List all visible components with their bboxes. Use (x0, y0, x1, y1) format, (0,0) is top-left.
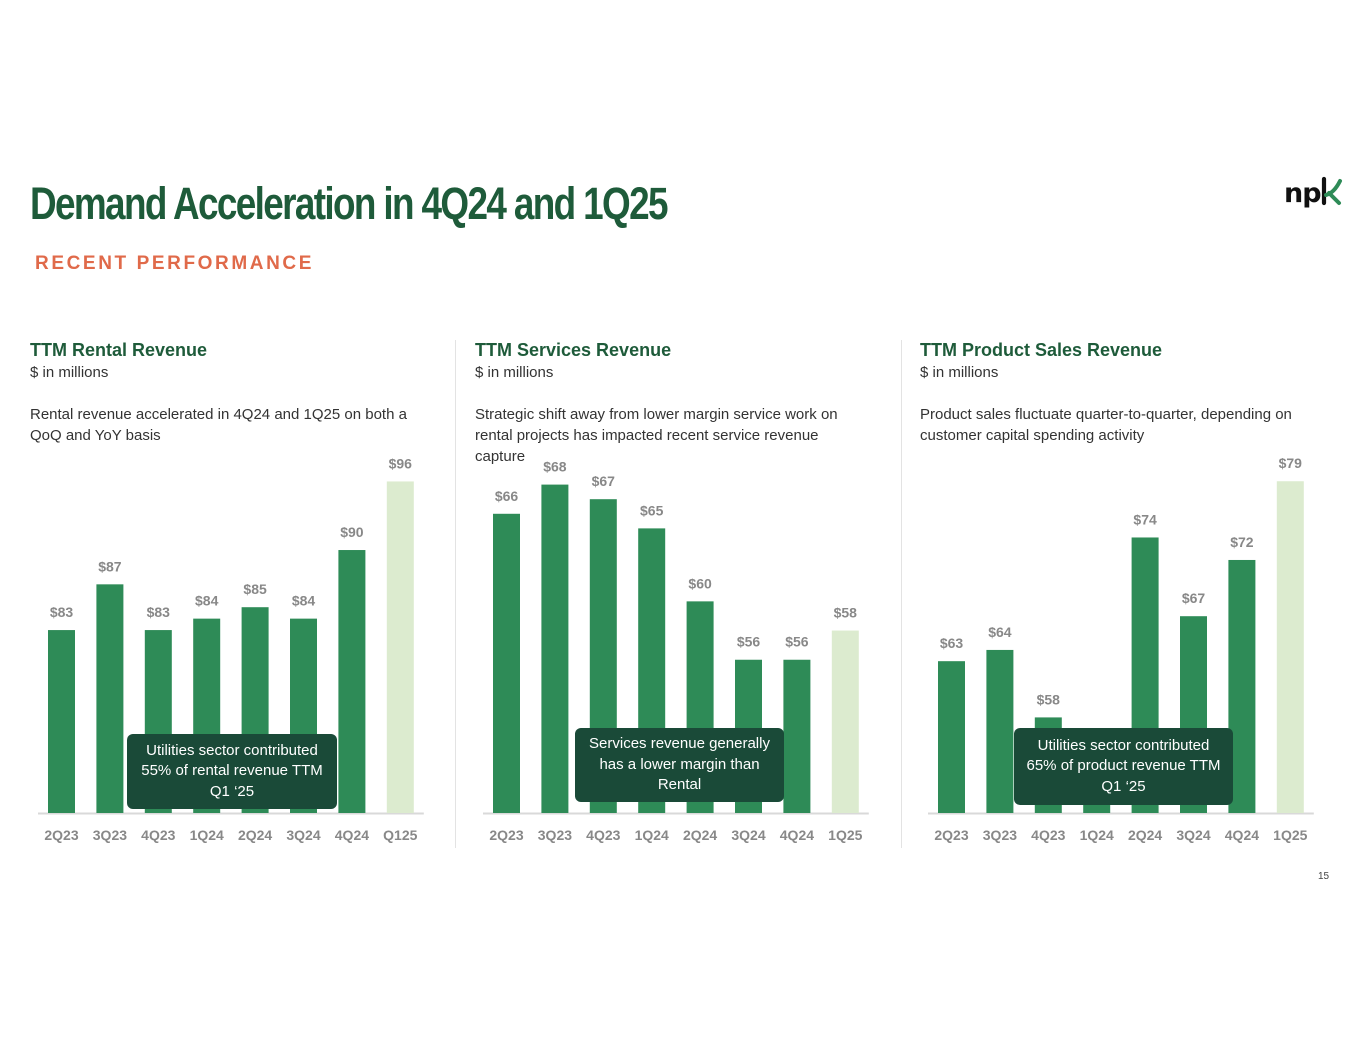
x-tick-label: 3Q24 (731, 827, 765, 843)
value-label: $90 (340, 524, 364, 540)
bar-Q125 (386, 481, 414, 813)
x-tick-label: 1Q25 (1273, 827, 1307, 843)
bar-3Q23 (541, 484, 569, 813)
slide-title: Demand Acceleration in 4Q24 and 1Q25 (30, 178, 668, 229)
value-label: $66 (495, 488, 519, 504)
x-tick-label: 3Q24 (1176, 827, 1210, 843)
value-label: $85 (243, 581, 267, 597)
product-sales-panel: TTM Product Sales Revenue $ in millions … (920, 338, 1340, 853)
x-tick-label: 3Q23 (538, 827, 572, 843)
panel-title: TTM Services Revenue (475, 340, 672, 360)
x-tick-label: 2Q23 (489, 827, 523, 843)
value-label: $65 (640, 502, 664, 518)
bar-1Q25 (831, 630, 859, 813)
value-label: $56 (737, 634, 761, 650)
rental-revenue-panel: TTM Rental Revenue $ in millions Rental … (30, 338, 450, 853)
rental-callout: Utilities sector contributed 55% of rent… (127, 734, 337, 809)
bar-4Q24 (338, 550, 366, 813)
x-tick-label: 4Q24 (780, 827, 814, 843)
value-label: $58 (834, 605, 858, 621)
x-tick-label: 1Q25 (828, 827, 862, 843)
value-label: $67 (1182, 590, 1206, 606)
x-tick-label: 2Q24 (1128, 827, 1162, 843)
x-tick-label: 3Q23 (93, 827, 127, 843)
npk-logo: np (1284, 176, 1342, 209)
x-tick-label: 4Q24 (1225, 827, 1259, 843)
bar-4Q24 (783, 659, 811, 813)
value-label: $56 (785, 634, 809, 650)
x-tick-label: 2Q23 (934, 827, 968, 843)
value-label: $64 (988, 624, 1012, 640)
value-label: $83 (147, 604, 171, 620)
panel-description: Rental revenue accelerated in 4Q24 and 1… (30, 406, 407, 444)
x-tick-label: 1Q24 (1080, 827, 1114, 843)
x-tick-label: 2Q24 (238, 827, 272, 843)
value-label: $63 (940, 635, 964, 651)
panel-title: TTM Rental Revenue (30, 340, 208, 360)
services-revenue-panel: TTM Services Revenue $ in millions Strat… (475, 338, 895, 853)
x-tick-label: 4Q23 (141, 827, 175, 843)
rental-revenue-chart: $83 2Q23 $87 3Q23 $83 4Q23 $84 1Q24 $85 2Q24 $84 3Q… (38, 455, 424, 843)
x-tick-label: 1Q24 (190, 827, 224, 843)
panel-units: $ in millions (920, 364, 999, 381)
value-label: $72 (1230, 534, 1254, 550)
product-callout: Utilities sector contributed 65% of prod… (1014, 728, 1233, 805)
x-tick-label: 3Q23 (983, 827, 1017, 843)
x-tick-label: 4Q24 (335, 827, 369, 843)
bar-2Q23 (493, 513, 520, 813)
value-label: $87 (98, 558, 122, 574)
value-label: $60 (688, 575, 712, 591)
panel-divider (901, 340, 902, 848)
panel-units: $ in millions (30, 364, 109, 381)
page-number: 15 (1318, 871, 1330, 882)
value-label: $84 (195, 593, 219, 609)
value-label: $84 (292, 593, 316, 609)
slide-subtitle: RECENT PERFORMANCE (35, 253, 315, 274)
value-label: $74 (1133, 511, 1157, 527)
value-label: $67 (592, 473, 616, 489)
x-tick-label: 4Q23 (1031, 827, 1065, 843)
bar-1Q25 (1276, 481, 1304, 813)
bar-3Q23 (986, 649, 1014, 813)
x-tick-label: 2Q23 (44, 827, 78, 843)
x-tick-label: 4Q23 (586, 827, 620, 843)
x-tick-label: 1Q24 (635, 827, 669, 843)
value-label: $58 (1037, 691, 1061, 707)
services-callout: Services revenue generally has a lower m… (575, 728, 784, 802)
bar-2Q23 (48, 630, 75, 813)
bar-2Q23 (938, 661, 965, 813)
panel-description: Product sales fluctuate quarter-to-quart… (920, 406, 1292, 444)
value-label: $79 (1279, 455, 1303, 471)
x-tick-label: Q125 (383, 827, 417, 843)
x-tick-label: 2Q24 (683, 827, 717, 843)
svg-text:np: np (1284, 178, 1321, 209)
bar-3Q23 (96, 584, 124, 813)
panel-units: $ in millions (475, 364, 554, 381)
value-label: $96 (389, 455, 413, 471)
value-label: $68 (543, 459, 567, 475)
x-tick-label: 3Q24 (286, 827, 320, 843)
value-label: $83 (50, 604, 74, 620)
panel-description: Strategic shift away from lower margin s… (475, 406, 838, 465)
panel-divider (455, 340, 456, 848)
panel-title: TTM Product Sales Revenue (920, 340, 1163, 360)
